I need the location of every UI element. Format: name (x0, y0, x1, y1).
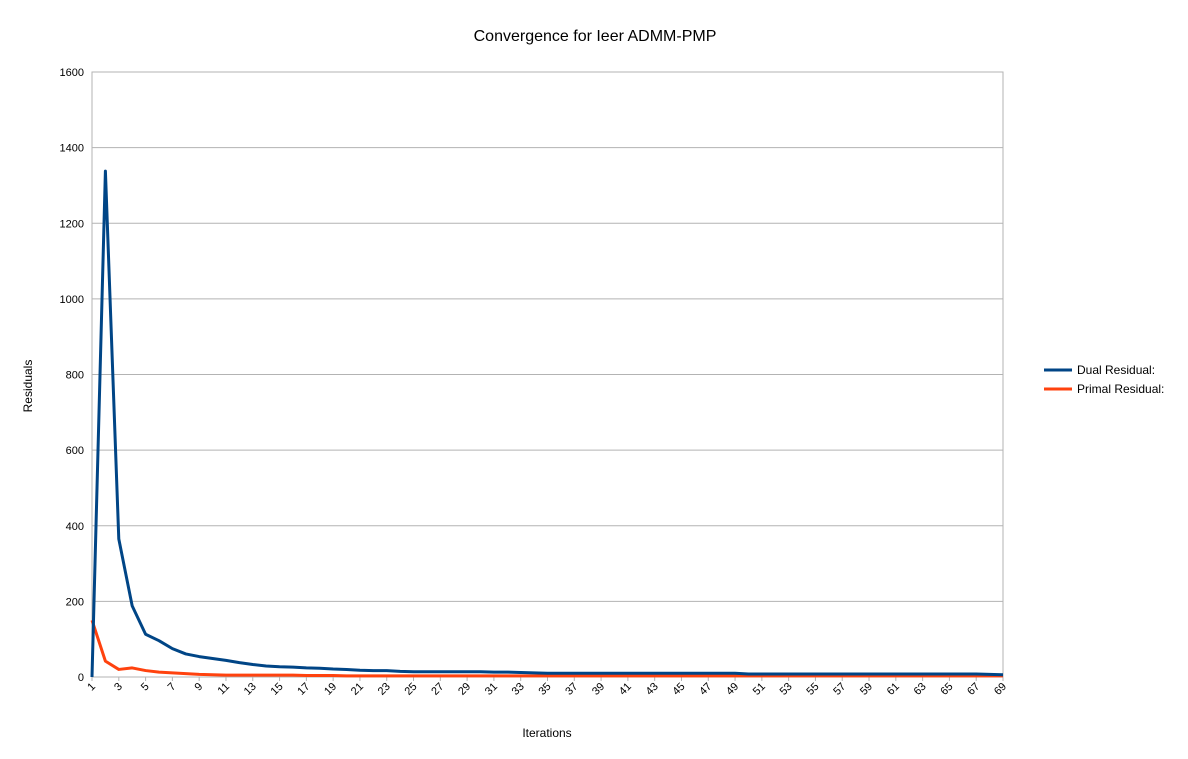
x-tick-label: 53 (778, 681, 795, 698)
x-tick-label: 15 (269, 681, 286, 698)
chart-title: Convergence for Ieer ADMM-PMP (474, 28, 717, 45)
x-tick-label: 19 (322, 681, 339, 698)
y-tick-label: 1400 (60, 143, 84, 155)
x-tick-label: 39 (590, 681, 607, 698)
x-tick-label: 3 (112, 681, 125, 694)
x-tick-label: 35 (536, 681, 553, 698)
x-tick-label: 65 (938, 681, 955, 698)
x-tick-label: 31 (483, 681, 500, 698)
y-tick-label: 0 (78, 672, 84, 684)
x-tick-label: 7 (166, 681, 179, 694)
x-tick-label: 67 (965, 681, 982, 698)
y-tick-label: 400 (66, 521, 84, 533)
y-tick-label: 1000 (60, 294, 84, 306)
x-axis-ticks: 1 3 5 7 9 11 13 15 17 19 21 23 25 27 29 31 33 35 37 39 41 43 4… (85, 677, 1009, 698)
x-tick-label: 59 (858, 681, 875, 698)
x-tick-label: 61 (885, 681, 902, 698)
x-tick-label: 45 (670, 681, 687, 698)
x-tick-label: 21 (349, 681, 366, 698)
x-tick-label: 33 (510, 681, 527, 698)
y-tick-label: 800 (66, 370, 84, 382)
y-tick-label: 1600 (60, 67, 84, 79)
x-tick-label: 11 (216, 681, 233, 698)
x-tick-label: 49 (724, 681, 741, 698)
x-tick-label: 47 (697, 681, 714, 698)
series-line-1 (90, 619, 1003, 678)
x-tick-label: 57 (831, 681, 848, 698)
x-tick-label: 9 (192, 681, 205, 694)
x-tick-label: 29 (456, 681, 473, 698)
x-tick-label: 25 (403, 681, 420, 698)
x-tick-label: 37 (563, 681, 580, 698)
x-tick-label: 23 (376, 681, 393, 698)
series-line-0 (90, 169, 1004, 678)
y-tick-label: 600 (66, 445, 84, 457)
x-tick-label: 51 (751, 681, 768, 698)
y-tick-label: 1200 (60, 218, 84, 230)
y-axis-ticks: 0 200 400 600 800 1000 1200 1400 1600 (60, 67, 84, 684)
x-tick-label: 69 (992, 681, 1009, 698)
x-tick-label: 17 (295, 681, 312, 698)
x-axis-title: Iterations (522, 726, 571, 740)
x-tick-label: 1 (85, 681, 98, 694)
x-tick-label: 43 (644, 681, 661, 698)
x-tick-label: 27 (429, 681, 446, 698)
x-tick-label: 13 (242, 681, 259, 698)
x-tick-label: 41 (617, 681, 634, 698)
legend-label: Primal Residual: (1077, 382, 1164, 396)
legend-label: Dual Residual: (1077, 363, 1155, 377)
x-tick-label: 5 (139, 681, 152, 694)
gridlines (92, 71, 1003, 678)
x-tick-label: 63 (912, 681, 929, 698)
x-tick-label: 55 (804, 681, 821, 698)
y-tick-label: 200 (66, 596, 84, 608)
y-axis-title: Residuals (21, 360, 35, 413)
legend: Dual Residual: Primal Residual: (1044, 363, 1164, 396)
series-lines (90, 169, 1004, 678)
